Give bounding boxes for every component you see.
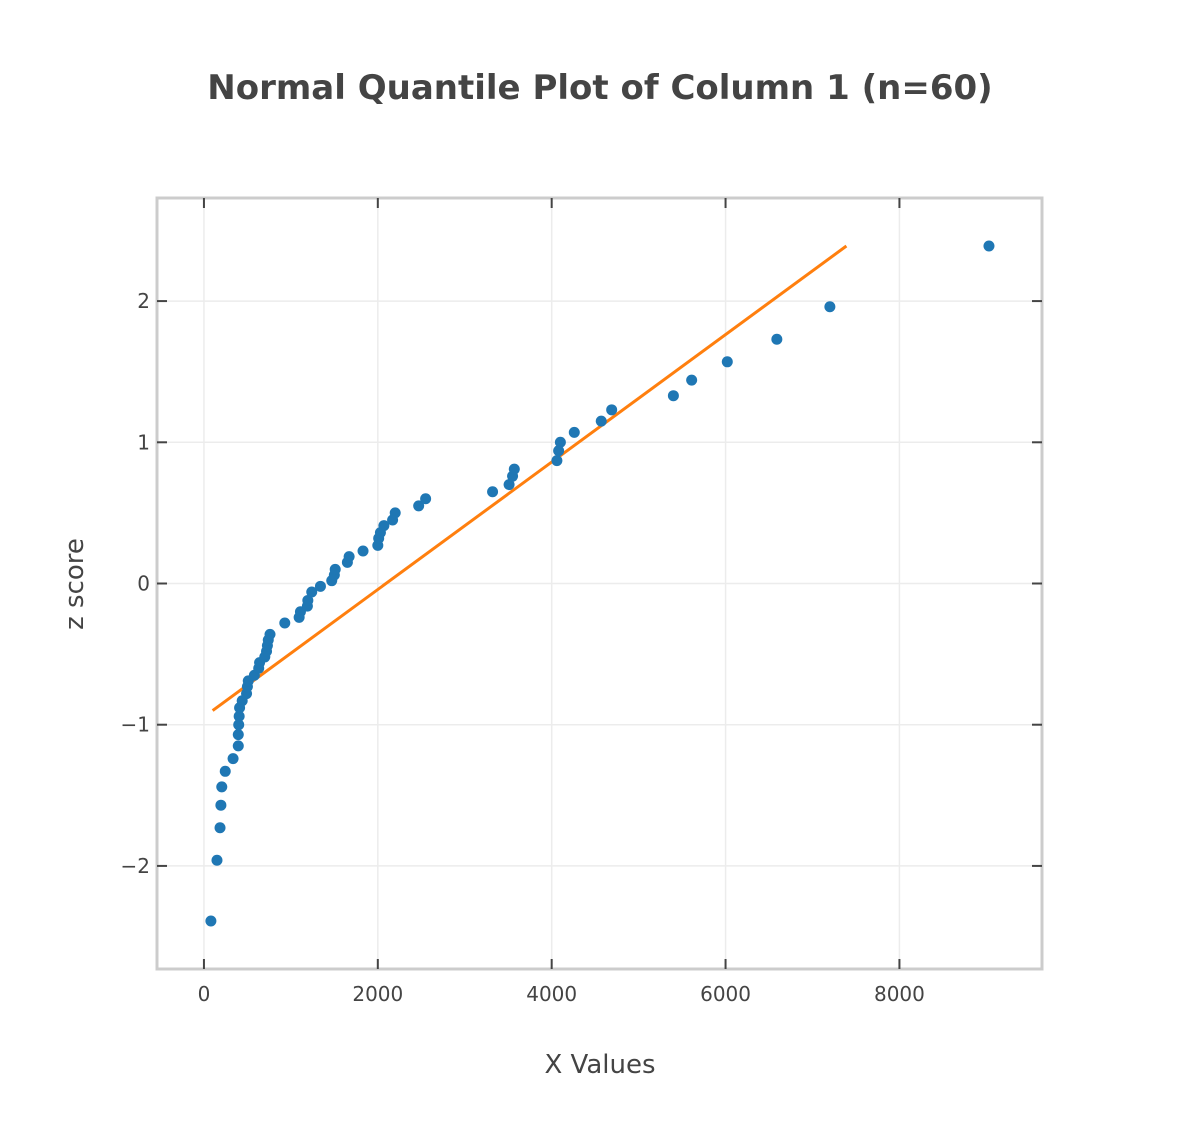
data-point <box>420 493 432 505</box>
data-point <box>667 390 679 402</box>
data-point <box>233 710 245 722</box>
axis-ticks <box>157 198 1042 969</box>
data-point <box>314 580 326 592</box>
data-point <box>606 404 618 416</box>
chart-title: Normal Quantile Plot of Column 1 (n=60) <box>207 68 992 108</box>
data-point <box>215 799 227 811</box>
data-point <box>595 415 607 427</box>
data-point <box>232 740 244 752</box>
data-point <box>568 426 580 438</box>
x-tick-label: 2000 <box>352 982 403 1006</box>
x-tick-label: 8000 <box>874 982 925 1006</box>
tick-labels: 0 2000 4000 6000 8000 −2 −1 0 1 2 <box>121 289 925 1006</box>
fit-line-layer <box>211 244 848 712</box>
data-point <box>232 729 244 741</box>
data-point <box>343 551 355 563</box>
data-point <box>686 374 698 386</box>
data-point <box>503 479 515 491</box>
data-point <box>279 617 291 629</box>
data-point <box>211 854 223 866</box>
y-tick-label: −2 <box>121 854 150 878</box>
data-point <box>205 915 217 927</box>
x-axis-title: X Values <box>544 1050 655 1080</box>
data-point <box>357 545 369 557</box>
y-tick-label: 2 <box>137 289 150 313</box>
y-axis-title: z score <box>60 538 90 630</box>
data-point <box>264 628 276 640</box>
data-point <box>413 500 425 512</box>
data-point <box>378 520 390 532</box>
x-tick-label: 0 <box>198 982 211 1006</box>
data-point <box>306 586 318 598</box>
data-point <box>553 445 565 457</box>
data-point <box>508 463 520 475</box>
data-point <box>551 455 563 467</box>
data-points <box>205 240 995 927</box>
fit-line <box>211 244 848 712</box>
data-point <box>329 563 341 575</box>
y-tick-label: −1 <box>121 713 150 737</box>
data-point <box>216 781 228 793</box>
data-point <box>233 719 245 731</box>
data-point <box>824 301 836 313</box>
x-tick-label: 4000 <box>526 982 577 1006</box>
data-point <box>302 594 314 606</box>
y-tick-label: 1 <box>137 430 150 454</box>
data-point <box>487 486 499 498</box>
y-tick-label: 0 <box>137 572 150 596</box>
data-point <box>227 753 239 765</box>
x-tick-label: 6000 <box>700 982 751 1006</box>
data-point <box>389 507 401 519</box>
data-point <box>554 436 566 448</box>
data-point <box>214 822 226 834</box>
data-point <box>219 765 231 777</box>
data-point <box>771 333 783 345</box>
data-point <box>721 356 733 368</box>
data-point <box>983 240 995 252</box>
gridlines <box>157 198 1042 969</box>
